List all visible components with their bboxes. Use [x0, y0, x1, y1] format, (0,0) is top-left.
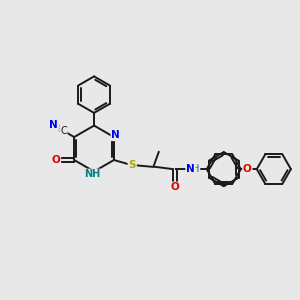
Text: S: S	[128, 160, 136, 170]
Text: O: O	[52, 155, 60, 165]
Text: O: O	[243, 164, 252, 174]
Text: O: O	[170, 182, 179, 192]
Text: H: H	[192, 164, 200, 174]
Text: N: N	[50, 120, 58, 130]
Text: N: N	[186, 164, 195, 174]
Text: NH: NH	[84, 169, 101, 179]
Text: N: N	[111, 130, 120, 140]
Text: C: C	[60, 126, 67, 136]
